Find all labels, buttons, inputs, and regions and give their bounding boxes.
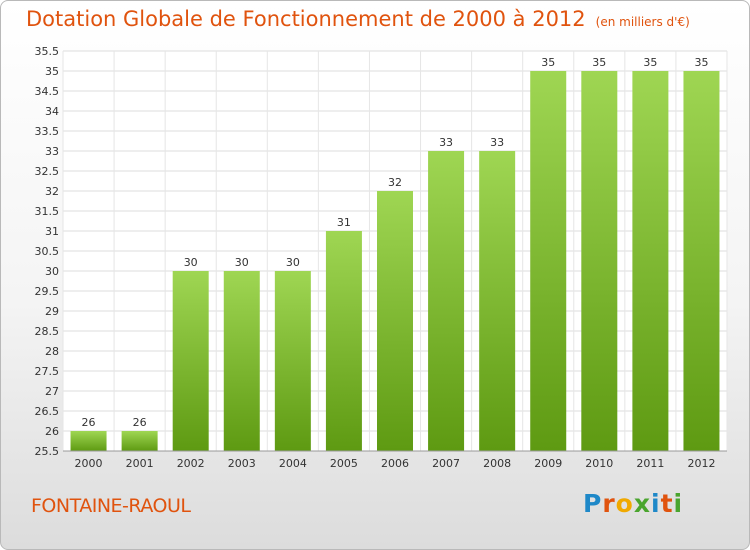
y-tick-label: 26.5 [35, 405, 60, 418]
bar-2005[interactable] [325, 231, 362, 451]
y-tick-label: 29 [45, 305, 59, 318]
proxiti-logo[interactable]: Proxiti [583, 489, 683, 518]
value-label-2003: 30 [235, 256, 249, 269]
value-label-2012: 35 [694, 56, 708, 69]
y-tick-label: 35 [45, 65, 59, 78]
chart-subtitle: (en milliers d'€) [595, 15, 690, 29]
y-axis-ticks: 25.5 26 26.5 27 27.5 28 28.5 29 29.5 30 30.5 31 31.5… [35, 45, 60, 458]
logo-letter: P [583, 489, 603, 518]
x-tick-label-2005: 2005 [330, 457, 358, 470]
y-tick-label: 27.5 [35, 365, 60, 378]
x-axis-ticks: 2000 2001 2002 2003 2004 2005 2006 2007 2008 2009… [75, 457, 716, 470]
x-tick-label-2000: 2000 [75, 457, 103, 470]
bar-2010[interactable] [581, 71, 618, 451]
logo-letter: o [615, 489, 634, 518]
y-tick-label: 30 [45, 265, 59, 278]
y-tick-label: 28 [45, 345, 59, 358]
bar-2001[interactable] [121, 431, 158, 451]
x-tick-label-2010: 2010 [585, 457, 613, 470]
y-tick-label: 31.5 [35, 205, 60, 218]
chart-title: Dotation Globale de Fonctionnement de 20… [26, 7, 690, 31]
x-tick-label-2012: 2012 [687, 457, 715, 470]
x-tick-label-2004: 2004 [279, 457, 307, 470]
value-label-2006: 32 [388, 176, 402, 189]
bars [70, 71, 720, 451]
y-tick-label: 35.5 [35, 45, 60, 58]
commune-name: FONTAINE-RAOUL [31, 495, 191, 517]
y-tick-label: 28.5 [35, 325, 60, 338]
value-label-2007: 33 [439, 136, 453, 149]
logo-letter: i [651, 489, 661, 518]
value-label-2005: 31 [337, 216, 351, 229]
bar-2009[interactable] [530, 71, 567, 451]
y-tick-label: 31 [45, 225, 59, 238]
bar-2003[interactable] [223, 271, 260, 451]
value-label-2010: 35 [592, 56, 606, 69]
y-tick-label: 26 [45, 425, 59, 438]
logo-letter: i [673, 489, 684, 518]
y-tick-label: 29.5 [35, 285, 60, 298]
logo-letter: r [602, 489, 616, 518]
y-tick-label: 34 [45, 105, 59, 118]
x-tick-label-2011: 2011 [636, 457, 664, 470]
y-tick-label: 33 [45, 145, 59, 158]
bar-2007[interactable] [428, 151, 465, 451]
x-tick-label-2002: 2002 [177, 457, 205, 470]
y-tick-label: 32 [45, 185, 59, 198]
value-label-2011: 35 [643, 56, 657, 69]
y-tick-label: 27 [45, 385, 59, 398]
logo-letter: x [633, 489, 651, 518]
value-label-2009: 35 [541, 56, 555, 69]
y-tick-label: 32.5 [35, 165, 60, 178]
logo-letter: t [660, 489, 674, 518]
y-tick-label: 25.5 [35, 445, 60, 458]
bar-2008[interactable] [479, 151, 516, 451]
bar-2006[interactable] [377, 191, 413, 451]
value-label-2000: 26 [82, 416, 96, 429]
value-label-2004: 30 [286, 256, 300, 269]
y-tick-label: 33.5 [35, 125, 60, 138]
value-label-2008: 33 [490, 136, 504, 149]
value-label-2002: 30 [184, 256, 198, 269]
value-label-2001: 26 [133, 416, 147, 429]
x-tick-label-2008: 2008 [483, 457, 511, 470]
x-tick-label-2007: 2007 [432, 457, 460, 470]
y-tick-label: 34.5 [35, 85, 60, 98]
bar-2012[interactable] [683, 71, 720, 451]
chart-title-text: Dotation Globale de Fonctionnement de 20… [26, 7, 586, 31]
bar-2000[interactable] [70, 431, 107, 451]
bar-2004[interactable] [274, 271, 311, 451]
x-tick-label-2009: 2009 [534, 457, 562, 470]
bar-2011[interactable] [632, 71, 669, 451]
value-labels: 26 26 30 30 30 31 32 33 33 35 35 35 35 [82, 56, 709, 429]
x-tick-label-2006: 2006 [381, 457, 409, 470]
x-tick-label-2001: 2001 [126, 457, 154, 470]
x-tick-label-2003: 2003 [228, 457, 256, 470]
y-tick-label: 30.5 [35, 245, 60, 258]
bar-2002[interactable] [172, 271, 209, 451]
